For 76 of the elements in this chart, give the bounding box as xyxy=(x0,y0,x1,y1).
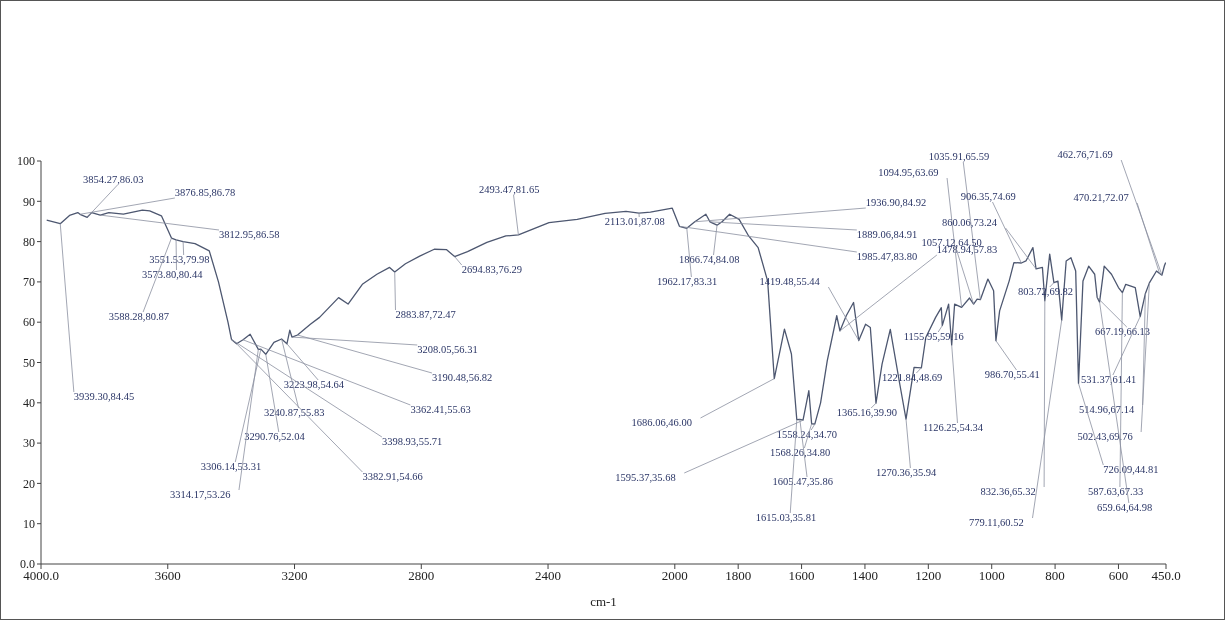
annotation: 3382.91,54.66 xyxy=(362,471,423,483)
y-tick-label: 40 xyxy=(23,396,35,411)
y-tick-label: 70 xyxy=(23,275,35,290)
annotation: 667.19,66.13 xyxy=(1094,326,1151,338)
annotation: 3362.41,55.63 xyxy=(410,404,471,416)
annotation: 3314.17,53.26 xyxy=(170,489,231,501)
annotation: 2493.47,81.65 xyxy=(479,184,540,196)
annotation: 1866.74,84.08 xyxy=(679,254,740,266)
annotation: 3573.80,80.44 xyxy=(142,269,204,281)
y-tick-label: 80 xyxy=(23,234,35,249)
x-axis-title: cm-1 xyxy=(590,594,617,609)
annotation: 587.63,67.33 xyxy=(1088,486,1144,498)
y-tick-label: 100 xyxy=(17,154,35,169)
annotation: 2113.01,87.08 xyxy=(604,216,665,228)
annotation: 3208.05,56.31 xyxy=(417,344,478,356)
x-tick-label: 800 xyxy=(1045,568,1065,584)
x-tick-label: 1400 xyxy=(851,568,878,584)
annotation: 860.06,73.24 xyxy=(941,217,998,229)
x-tick-label: 3200 xyxy=(281,568,308,584)
x-tick-label: 1000 xyxy=(978,568,1005,584)
annotation: 462.76,71.69 xyxy=(1057,149,1113,161)
x-tick-label: 2800 xyxy=(408,568,435,584)
y-tick-label: 20 xyxy=(23,476,35,491)
annotation: 1962.17,83.31 xyxy=(656,276,718,288)
x-tick-label: 3600 xyxy=(154,568,181,584)
annotation: 3398.93,55.71 xyxy=(381,436,443,448)
annotation: 1595.37,35.68 xyxy=(615,472,676,484)
y-tick-label: 50 xyxy=(23,355,35,370)
annotation: 3290.76,52.04 xyxy=(244,431,306,443)
annotation: 1057.12,64.50 xyxy=(921,237,982,249)
annotation: 659.64,64.98 xyxy=(1097,502,1153,514)
y-tick-label: 10 xyxy=(23,516,35,531)
annotation: 726.09,44.81 xyxy=(1103,464,1159,476)
annotation: 2883.87,72.47 xyxy=(395,309,456,321)
annotation: 906.35,74.69 xyxy=(960,191,1016,203)
annotation: 1094.95,63.69 xyxy=(878,167,939,179)
y-tick-label: 30 xyxy=(23,436,35,451)
annotation: 1270.36,35.94 xyxy=(875,467,938,479)
annotation: 470.21,72.07 xyxy=(1073,192,1129,204)
x-tick-label: 1600 xyxy=(788,568,815,584)
x-tick-label: 1800 xyxy=(725,568,752,584)
annotation: 1985.47,83.80 xyxy=(856,251,918,263)
annotation: 3939.30,84.45 xyxy=(73,391,135,403)
annotation: 1558.24,34.70 xyxy=(776,429,838,441)
annotation: 3551.53,79.98 xyxy=(149,254,210,266)
x-tick-label: 1200 xyxy=(915,568,942,584)
annotation: 502.43,69.76 xyxy=(1077,431,1133,443)
annotation: 1365.16,39.90 xyxy=(836,407,898,419)
annotation: 514.96,67.14 xyxy=(1079,404,1135,416)
annotation: 531.37,61.41 xyxy=(1081,374,1137,386)
annotation: 1126.25,54.34 xyxy=(923,422,984,434)
annotation: 1889.06,84.91 xyxy=(856,229,918,241)
annotation: 3190.48,56.82 xyxy=(431,372,493,384)
annotation: 3223.98,54.64 xyxy=(283,379,345,391)
annotation: 1568.26,34.80 xyxy=(769,447,831,459)
annotation: 1605.47,35.86 xyxy=(772,476,833,488)
annotation: 832.36,65.32 xyxy=(980,486,1036,498)
y-tick-label: 90 xyxy=(23,194,35,209)
annotation: 986.70,55.41 xyxy=(984,369,1040,381)
y-tick-label: 60 xyxy=(23,315,35,330)
annotation: 3240.87,55.83 xyxy=(264,407,325,419)
x-tick-label: 2000 xyxy=(661,568,688,584)
x-tick-label: 2400 xyxy=(535,568,562,584)
annotation: 3306.14,53.31 xyxy=(200,461,262,473)
annotation: 3812.95,86.58 xyxy=(219,229,280,241)
annotation: 2694.83,76.29 xyxy=(461,264,523,276)
annotation: 3854.27,86.03 xyxy=(83,174,144,186)
annotation: 1035.91,65.59 xyxy=(928,151,990,163)
annotation: 1936.90,84.92 xyxy=(865,197,927,209)
annotation: 1686.06,46.00 xyxy=(631,417,692,429)
x-tick-label: 600 xyxy=(1108,568,1129,584)
annotation: 1615.03,35.81 xyxy=(755,512,817,524)
annotation: 3876.85,86.78 xyxy=(174,187,236,199)
annotation: 779.11,60.52 xyxy=(968,517,1024,529)
annotation: 3588.28,80.87 xyxy=(108,311,170,323)
x-tick-label: 450.0 xyxy=(1151,568,1181,584)
